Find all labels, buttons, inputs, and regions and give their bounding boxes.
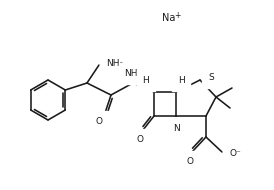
Text: +: + — [174, 10, 180, 20]
Text: NH₂: NH₂ — [106, 59, 123, 67]
Text: NH: NH — [124, 69, 138, 78]
Text: N: N — [174, 124, 180, 133]
Text: O⁻: O⁻ — [229, 150, 241, 158]
Text: S: S — [208, 74, 214, 82]
Text: H: H — [178, 76, 185, 85]
Text: O: O — [96, 117, 102, 126]
Text: O: O — [136, 135, 144, 144]
Text: O: O — [187, 157, 193, 166]
Text: Na: Na — [162, 13, 175, 23]
Text: H: H — [142, 76, 149, 85]
